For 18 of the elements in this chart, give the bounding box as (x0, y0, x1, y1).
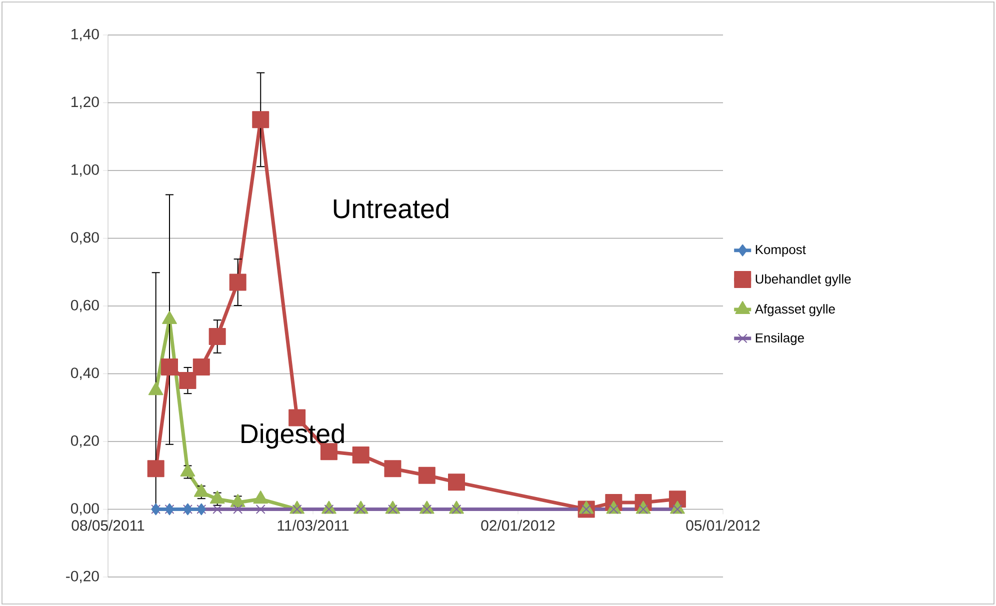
legend-label: Ensilage (756, 332, 804, 346)
y-tick-label: 1,00 (72, 164, 99, 177)
y-tick-label: 0,00 (70, 503, 99, 516)
annotation: Untreated (334, 198, 448, 218)
legend-label: Kompost (756, 245, 806, 257)
y-tick-label: 0,80 (70, 232, 99, 244)
y-tick-label: 0,20 (70, 435, 99, 448)
y-tick-label: 1,40 (72, 28, 99, 42)
y-tick-label: 0,60 (70, 300, 99, 312)
y-tick-label: -0,20 (66, 570, 99, 584)
x-tick-label: 02/01/2012 (481, 520, 555, 531)
legend-label: Afgasset gylle (754, 304, 835, 316)
y-tick-label: 1,20 (72, 96, 99, 109)
x-tick-label: 08/05/2011 (72, 520, 144, 531)
x-tick-label: 05/01/2012 (686, 520, 760, 531)
y-tick-label: 0,40 (70, 368, 99, 380)
x-tick-label: 11/03/2011 (278, 520, 349, 531)
legend-label: Ubehandlet gylle (756, 274, 851, 286)
